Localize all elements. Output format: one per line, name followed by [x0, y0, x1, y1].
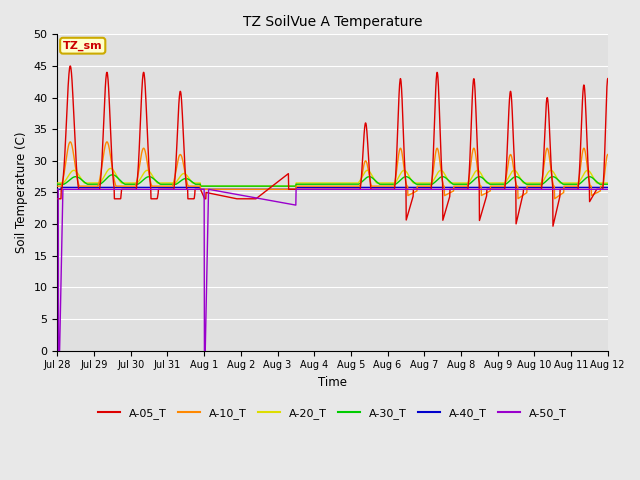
A-20_T — [589, 173, 596, 179]
A-10_T — [589, 192, 596, 198]
A-40_T — [307, 184, 314, 190]
A-50_T — [54, 186, 61, 192]
A-30_T — [82, 180, 90, 186]
A-10_T — [54, 183, 61, 189]
A-40_T — [82, 184, 90, 190]
A-05_T — [487, 186, 495, 192]
A-50_T — [588, 186, 596, 192]
A-40_T — [588, 184, 596, 190]
A-10_T — [604, 152, 612, 157]
A-20_T — [196, 183, 204, 189]
A-30_T — [322, 181, 330, 187]
A-40_T — [58, 184, 65, 190]
A-40_T — [588, 184, 596, 190]
A-05_T — [604, 76, 612, 82]
A-05_T — [67, 63, 74, 69]
A-10_T — [487, 183, 495, 189]
A-05_T — [321, 186, 329, 192]
A-05_T — [82, 186, 90, 192]
Line: A-20_T: A-20_T — [58, 168, 608, 186]
A-20_T — [307, 180, 315, 186]
Line: A-40_T: A-40_T — [58, 187, 608, 189]
A-30_T — [307, 181, 315, 187]
A-10_T — [551, 196, 559, 202]
Line: A-30_T: A-30_T — [58, 175, 608, 186]
A-20_T — [82, 180, 90, 186]
A-20_T — [54, 180, 61, 186]
A-20_T — [604, 180, 612, 186]
A-40_T — [487, 184, 495, 190]
A-30_T — [589, 175, 596, 180]
A-10_T — [307, 183, 314, 189]
Line: A-10_T: A-10_T — [58, 142, 608, 199]
A-30_T — [488, 181, 495, 187]
A-50_T — [321, 186, 329, 192]
Y-axis label: Soil Temperature (C): Soil Temperature (C) — [15, 132, 28, 253]
A-40_T — [54, 186, 61, 192]
A-50_T — [82, 186, 90, 192]
A-40_T — [604, 184, 612, 190]
A-50_T — [307, 186, 314, 192]
Title: TZ SoilVue A Temperature: TZ SoilVue A Temperature — [243, 15, 422, 29]
A-05_T — [307, 186, 314, 192]
A-40_T — [321, 184, 329, 190]
Legend: A-05_T, A-10_T, A-20_T, A-30_T, A-40_T, A-50_T: A-05_T, A-10_T, A-20_T, A-30_T, A-40_T, … — [93, 404, 572, 423]
Line: A-50_T: A-50_T — [58, 189, 608, 350]
A-50_T — [604, 186, 612, 192]
A-10_T — [588, 192, 596, 198]
A-20_T — [488, 180, 495, 186]
A-50_T — [487, 186, 495, 192]
Text: TZ_sm: TZ_sm — [63, 41, 102, 51]
A-05_T — [54, 196, 61, 202]
A-30_T — [54, 181, 61, 187]
A-10_T — [321, 183, 329, 189]
A-20_T — [322, 180, 330, 186]
A-50_T — [54, 348, 62, 353]
A-50_T — [588, 186, 596, 192]
X-axis label: Time: Time — [318, 376, 347, 389]
A-10_T — [103, 139, 111, 145]
A-30_T — [588, 175, 596, 180]
A-30_T — [109, 172, 116, 178]
A-30_T — [604, 181, 612, 187]
A-05_T — [589, 194, 596, 200]
A-05_T — [588, 194, 596, 200]
Line: A-05_T: A-05_T — [58, 66, 608, 226]
A-30_T — [196, 183, 204, 189]
A-10_T — [82, 183, 90, 189]
A-20_T — [107, 166, 115, 171]
A-05_T — [549, 223, 557, 229]
A-20_T — [588, 172, 596, 178]
